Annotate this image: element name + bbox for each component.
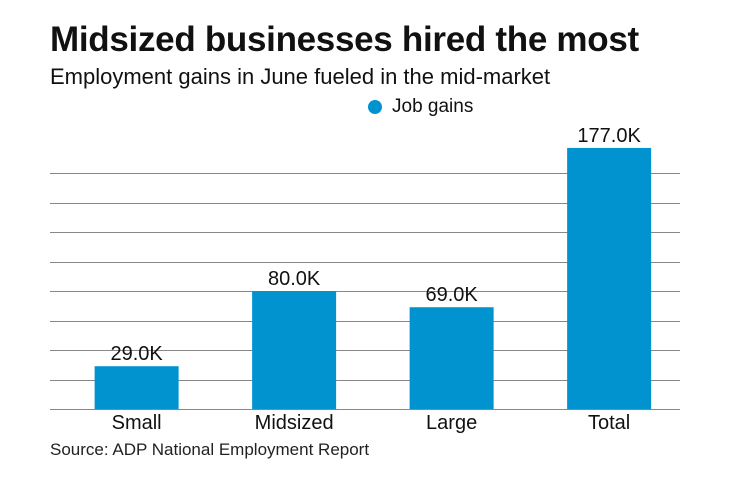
- bar-midsized: [252, 291, 337, 409]
- x-tick-label: Total: [588, 412, 630, 434]
- x-tick-label: Large: [426, 412, 477, 434]
- chart-title: Midsized businesses hired the most: [50, 20, 639, 59]
- bar-large: [409, 307, 494, 409]
- legend: Job gains: [368, 96, 473, 118]
- x-tick-label: Midsized: [255, 412, 334, 434]
- legend-label: Job gains: [392, 96, 474, 117]
- data-label: 69.0K: [425, 284, 478, 306]
- chart-subtitle: Employment gains in June fueled in the m…: [50, 64, 551, 89]
- data-label: 177.0K: [577, 125, 641, 147]
- legend-dot-icon: [368, 100, 382, 114]
- bar-small: [94, 366, 179, 409]
- data-label: 29.0K: [110, 343, 163, 365]
- data-label: 80.0K: [268, 268, 321, 290]
- source-note: Source: ADP National Employment Report: [50, 440, 370, 459]
- x-tick-label: Small: [112, 412, 162, 434]
- bar-total: [567, 147, 652, 410]
